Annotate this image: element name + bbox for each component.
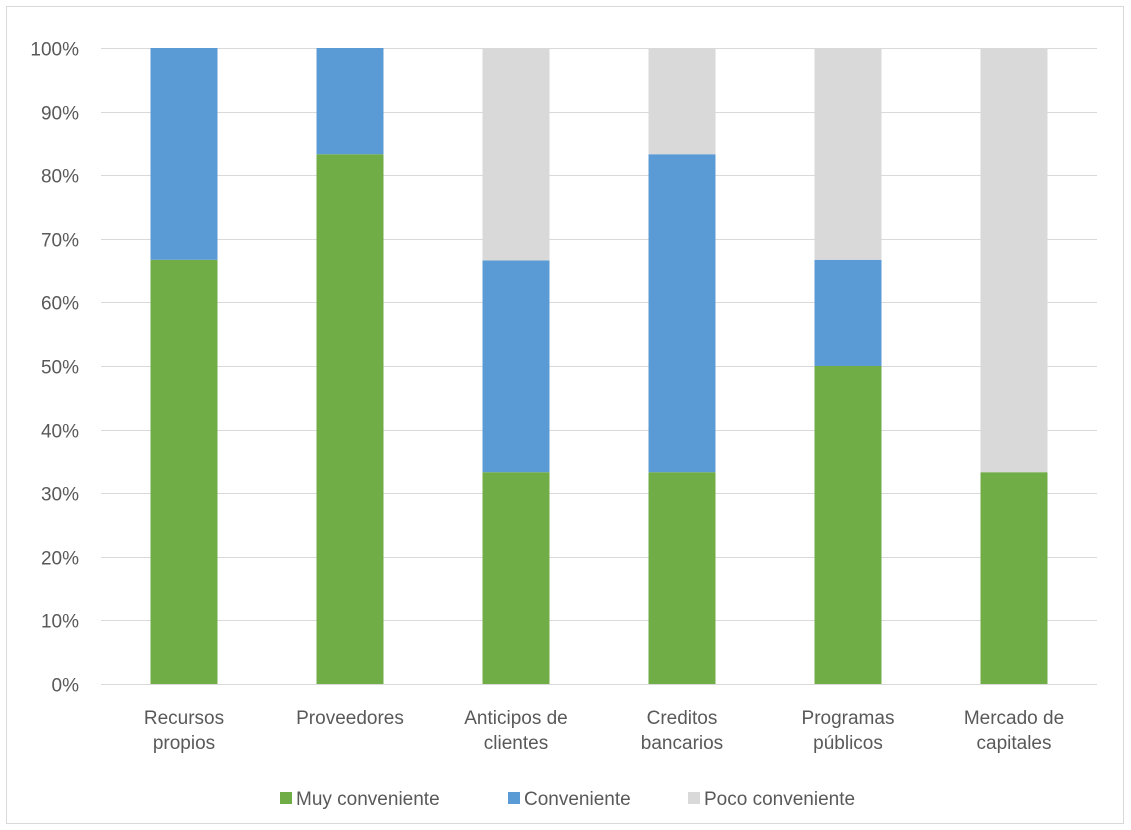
bar-segment-poco-conveniente (814, 48, 882, 260)
legend: Muy conveniente Conveniente Poco convenien… (280, 789, 855, 810)
x-category-label: bancarios (641, 733, 723, 754)
y-tick-label: 10% (41, 612, 79, 633)
y-tick-label: 80% (41, 167, 79, 188)
y-tick-label: 60% (41, 294, 79, 315)
x-category-label: Creditos (647, 708, 718, 729)
bar-segment-muy-conveniente (150, 259, 218, 684)
bar-segment-conveniente (482, 260, 550, 473)
x-category-label: propios (153, 733, 215, 754)
x-category-label: Anticipos de (464, 708, 568, 729)
bar-segment-poco-conveniente (648, 48, 716, 155)
legend-label: Conveniente (524, 789, 631, 810)
x-category-label: públicos (813, 733, 883, 754)
x-category-label: clientes (484, 733, 548, 754)
y-tick-label: 100% (30, 40, 79, 61)
legend-swatch (280, 792, 292, 804)
x-category-label: capitales (977, 733, 1052, 754)
gridlines (101, 48, 1097, 685)
y-tick-label: 50% (41, 358, 79, 379)
y-tick-label: 40% (41, 422, 79, 443)
y-axis-tick-labels: 0% 10% 20% 30% 40% 50% 60% 70% 80% 90% 100% (30, 40, 79, 697)
x-axis-category-labels: Recursos propios Proveedores Anticipos de cl… (144, 708, 1064, 754)
legend-swatch (688, 792, 700, 804)
bar-segment-muy-conveniente (814, 366, 882, 684)
bar-segment-conveniente (648, 154, 716, 473)
bar-segment-conveniente (316, 48, 384, 155)
y-tick-label: 70% (41, 231, 79, 252)
legend-swatch (508, 792, 520, 804)
legend-label: Muy conveniente (296, 789, 440, 810)
y-tick-label: 20% (41, 549, 79, 570)
x-category-label: Recursos (144, 708, 224, 729)
y-tick-label: 0% (52, 676, 80, 697)
bars (150, 48, 1048, 684)
bar-segment-poco-conveniente (482, 48, 550, 261)
x-category-label: Mercado de (964, 708, 1064, 729)
bar-segment-poco-conveniente (980, 48, 1048, 473)
bar-segment-muy-conveniente (648, 472, 716, 684)
x-category-label: Programas (802, 708, 895, 729)
bar-segment-muy-conveniente (316, 154, 384, 684)
y-tick-label: 30% (41, 485, 79, 506)
bar-segment-conveniente (814, 259, 882, 366)
y-tick-label: 90% (41, 104, 79, 125)
x-category-label: Proveedores (296, 708, 404, 729)
bar-segment-conveniente (150, 48, 218, 260)
bar-segment-muy-conveniente (482, 472, 550, 684)
legend-label: Poco conveniente (704, 789, 855, 810)
bar-segment-muy-conveniente (980, 472, 1048, 684)
